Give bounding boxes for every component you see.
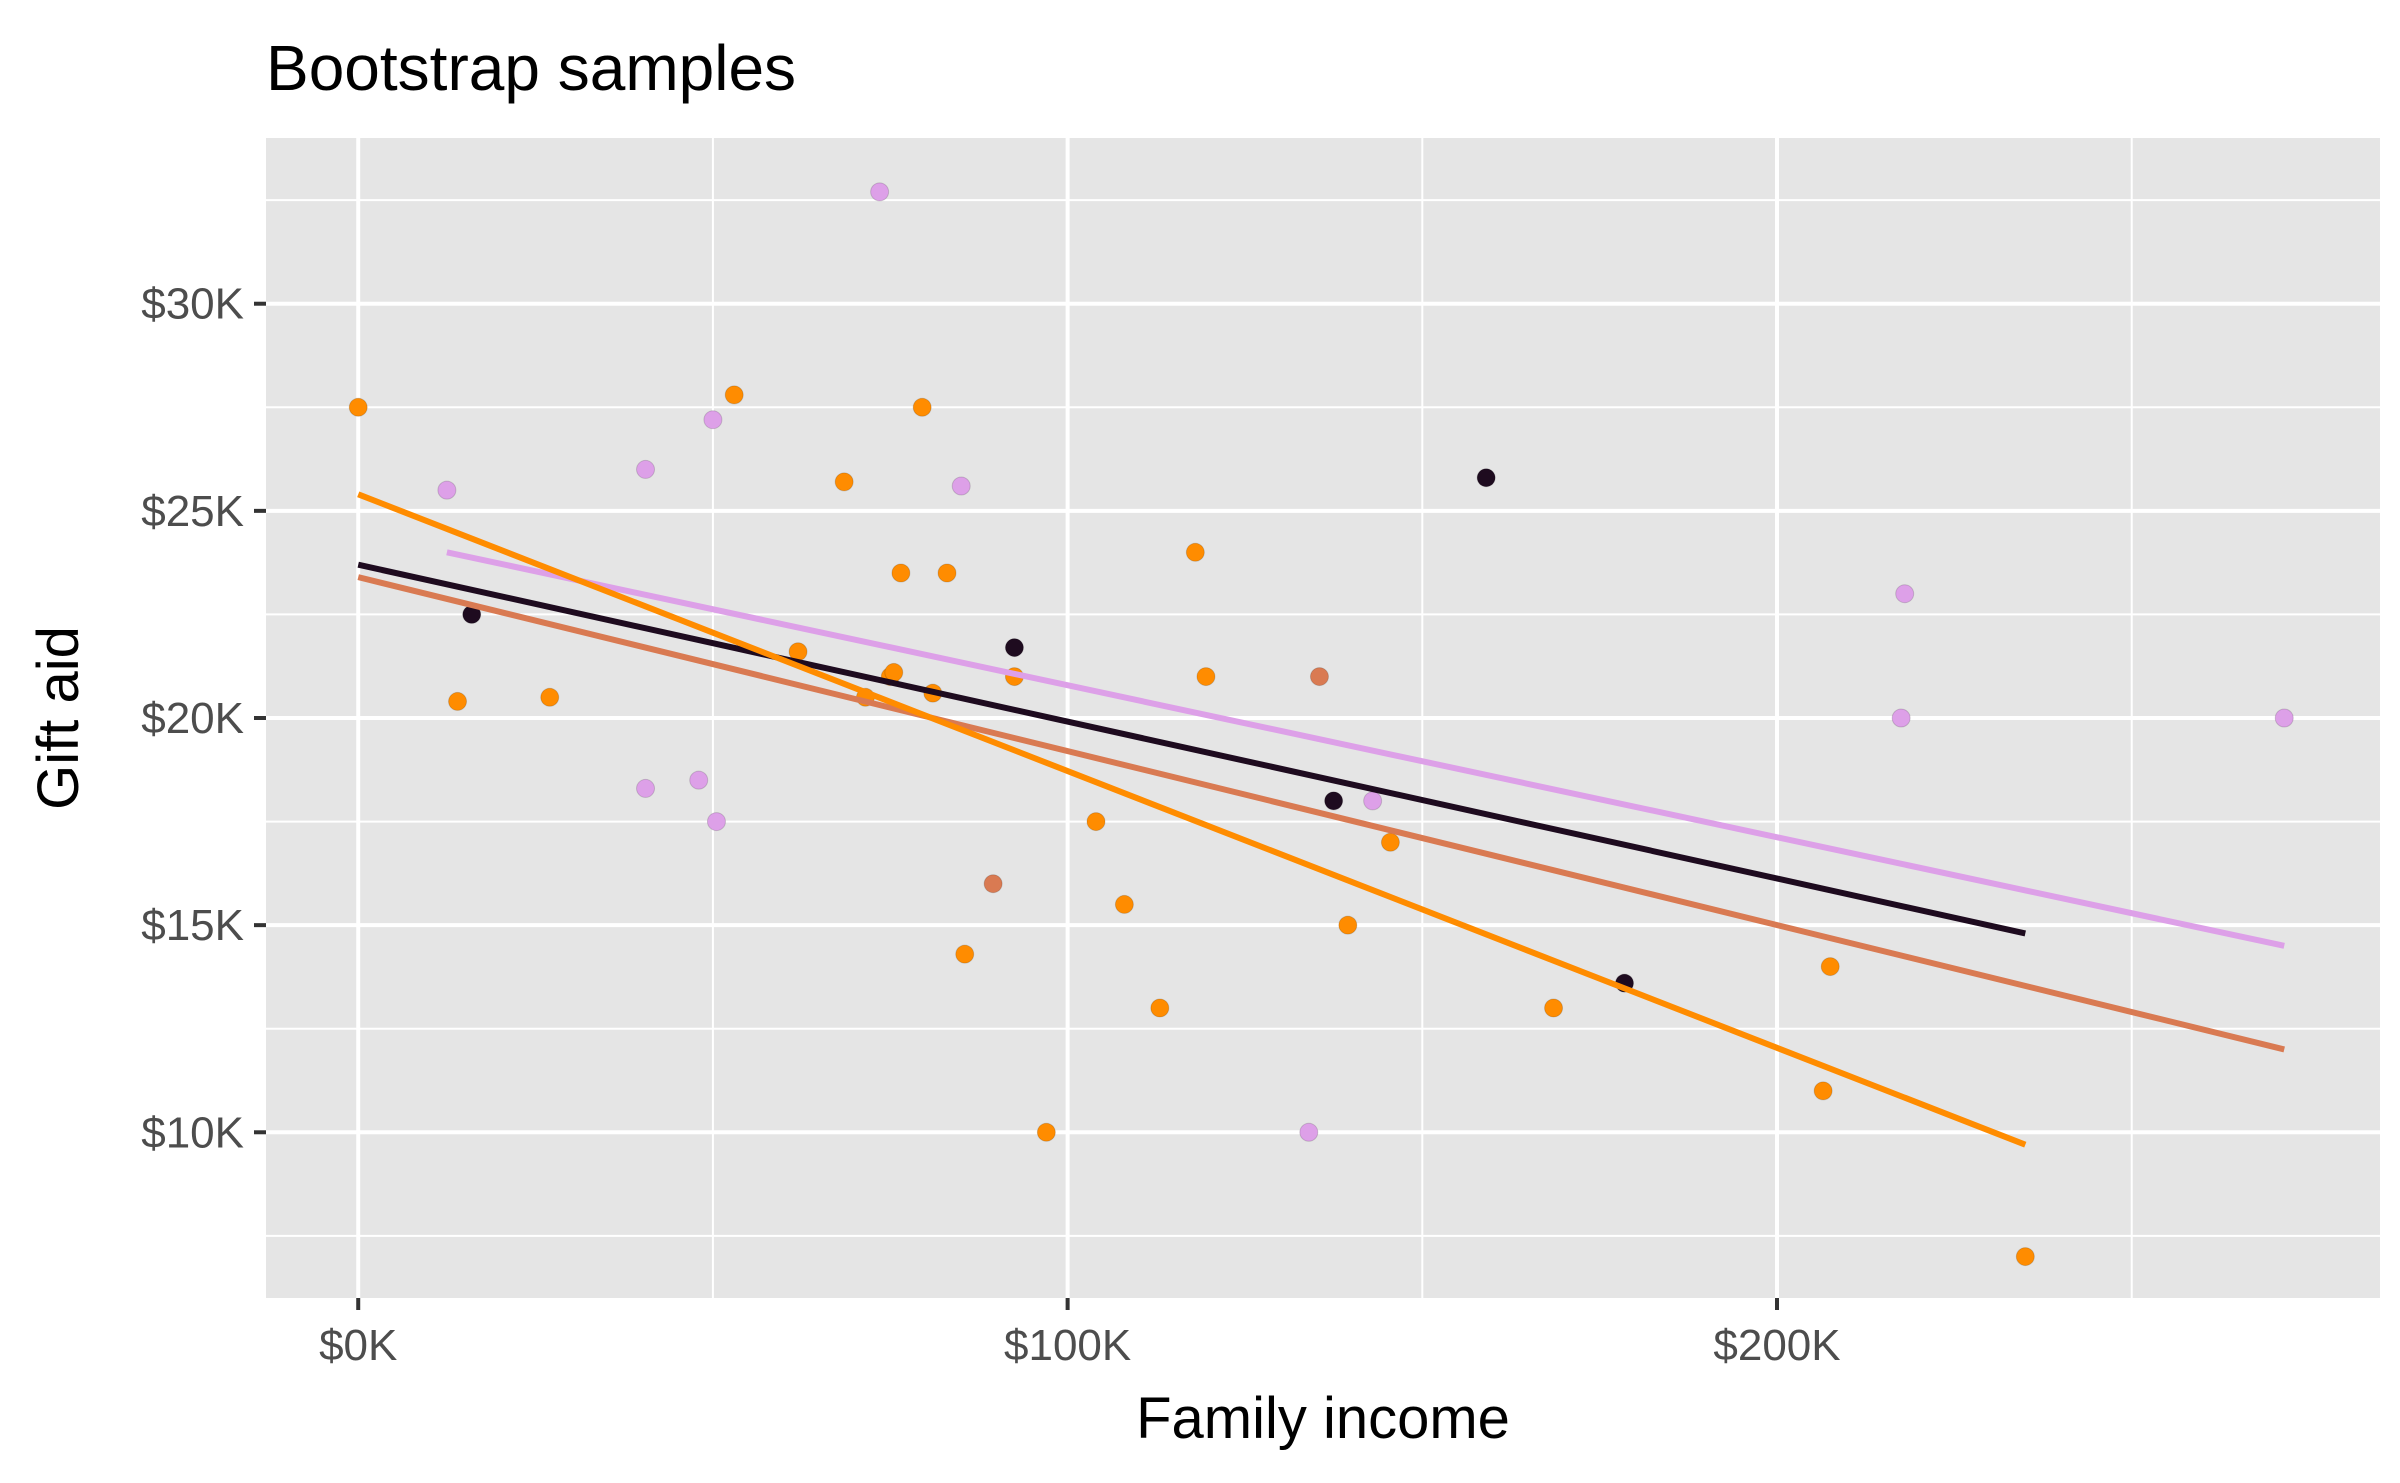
data-point [1299, 1122, 1319, 1142]
y-tick-label: $20K [141, 694, 244, 743]
y-tick-label: $25K [141, 487, 244, 536]
y-axis-title: Gift aid [26, 626, 91, 810]
data-point [955, 944, 975, 964]
data-point [870, 182, 890, 202]
x-tick-label: $200K [1713, 1321, 1840, 1370]
data-point [636, 459, 656, 479]
data-point [1196, 667, 1216, 687]
x-axis: $0K $100K $200K [319, 1298, 1841, 1370]
data-point [1891, 708, 1911, 728]
data-point [834, 472, 854, 492]
data-point [1309, 667, 1329, 687]
y-tick-label: $15K [141, 901, 244, 950]
data-point [1150, 998, 1170, 1018]
data-point [2274, 708, 2294, 728]
data-point [1324, 791, 1344, 811]
data-point [1338, 915, 1358, 935]
data-point [1363, 791, 1383, 811]
data-point [1114, 894, 1134, 914]
data-point [983, 874, 1003, 894]
x-axis-title: Family income [1136, 1386, 1510, 1451]
data-point [937, 563, 957, 583]
data-point [1380, 832, 1400, 852]
data-point [448, 691, 468, 711]
y-axis: $10K $15K $20K $25K $30K [141, 280, 266, 1157]
data-point [1086, 812, 1106, 832]
data-point [1036, 1122, 1056, 1142]
data-point [348, 397, 368, 417]
data-point [1185, 542, 1205, 562]
data-point [706, 812, 726, 832]
data-point [1476, 468, 1496, 488]
regression-lines [357, 491, 2285, 1148]
data-point [1004, 638, 1024, 658]
y-tick-label: $30K [141, 280, 244, 329]
data-point [1544, 998, 1564, 1018]
fit-line [357, 491, 2027, 1148]
data-point [540, 687, 560, 707]
data-point [636, 778, 656, 798]
data-point [912, 397, 932, 417]
data-point [1820, 957, 1840, 977]
x-tick-label: $0K [319, 1321, 397, 1370]
data-point [1895, 584, 1915, 604]
data-point [1813, 1081, 1833, 1101]
data-point [437, 480, 457, 500]
major-gridlines [266, 138, 2380, 1298]
fit-line [357, 574, 2285, 1053]
data-point [951, 476, 971, 496]
data-point [891, 563, 911, 583]
data-point [703, 410, 723, 430]
fit-line [357, 561, 2026, 937]
chart-title: Bootstrap samples [266, 32, 796, 104]
x-tick-label: $100K [1004, 1321, 1131, 1370]
data-point [2015, 1247, 2035, 1267]
data-point [724, 385, 744, 405]
fit-line [446, 549, 2285, 949]
data-point [689, 770, 709, 790]
y-tick-label: $10K [141, 1108, 244, 1157]
